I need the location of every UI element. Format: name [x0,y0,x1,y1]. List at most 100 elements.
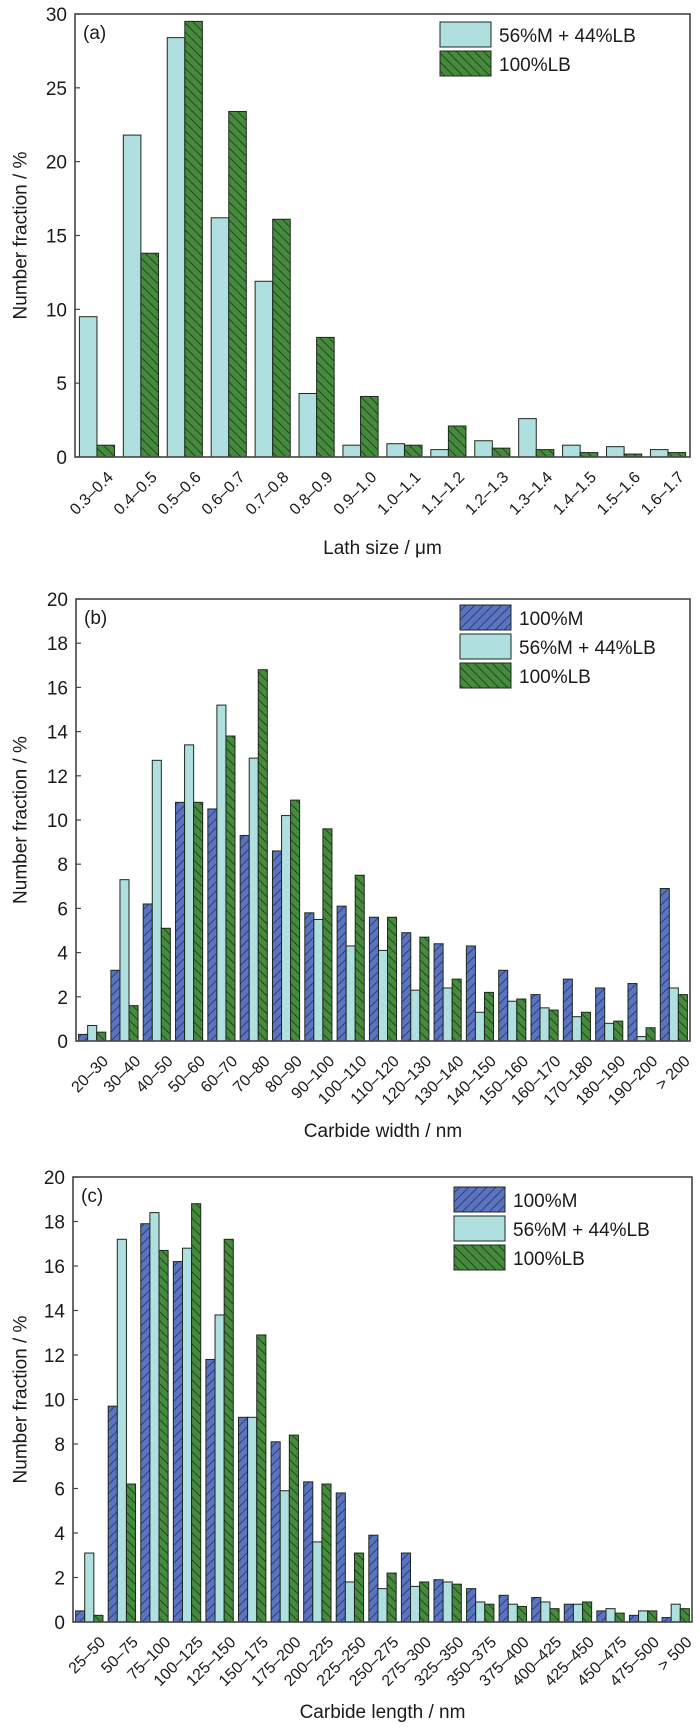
y-tick-label: 4 [57,944,68,965]
x-tick-label: 0.8–0.9 [287,469,337,519]
bar-100-m-15 [563,1603,574,1623]
bar-56-m-44-lb-6 [281,815,292,1042]
y-tick-label: 0 [57,1032,68,1053]
y-tick-label: 12 [47,767,68,788]
bar-100-lb-9 [386,1572,397,1623]
bar-100-lb-3 [228,110,247,458]
y-tick-label: 30 [46,5,67,26]
bar-56-m-44-lb-2 [151,759,162,1042]
legend-swatch-100-m [459,604,512,631]
bar-100-m-9 [368,1534,379,1623]
y-tick-label: 10 [47,811,68,832]
legend-label-100-lb: 100%LB [519,667,591,688]
bar-100-lb-16 [613,1020,624,1042]
y-axis-title: Number fraction / % [11,1315,32,1483]
bar-56-m-44-lb-2 [166,37,186,458]
bar-100-m-7 [304,912,315,1042]
y-tick-label: 5 [56,374,67,395]
y-axis-title: Number fraction / % [11,151,32,319]
bar-100-m-3 [172,1261,183,1623]
bar-100-m-1 [107,1405,118,1623]
panel-label: (b) [84,608,107,629]
bar-100-m-8 [336,905,347,1042]
bar-100-lb-13 [516,1605,528,1623]
bar-100-m-4 [207,808,218,1042]
x-tick-label: 1.1–1.2 [418,469,468,519]
y-tick-label: 0 [54,1613,65,1634]
x-tick-label: 1.3–1.4 [506,469,556,519]
bar-100-lb-12 [483,991,495,1042]
bar-56-m-44-lb-7 [312,1541,323,1623]
bar-56-m-44-lb-15 [572,1603,584,1623]
bar-100-m-9 [368,916,379,1042]
bar-56-m-44-lb-4 [216,704,227,1042]
bar-56-m-44-lb-17 [638,1610,649,1623]
bar-100-m-5 [239,834,250,1042]
bar-100-m-0 [75,1610,86,1623]
bar-100-lb-7 [403,444,423,458]
bar-100-lb-11 [451,1583,462,1623]
bar-100-m-11 [433,943,444,1042]
legend: 100%M 56%M + 44%LB 100%LB [453,1186,650,1271]
y-tick-label: 14 [44,1302,66,1323]
x-tick-label: 0.5–0.6 [155,469,205,519]
bar-56-m-44-lb-0 [87,1025,98,1042]
legend-label-56-m-44-lb: 56%M + 44%LB [513,1220,650,1241]
bar-100-m-12 [465,945,476,1042]
bar-100-m-13 [498,1594,509,1623]
bar-100-lb-2 [160,927,171,1042]
legend-label-100-m: 100%M [513,1191,577,1212]
bar-100-m-8 [335,1492,346,1623]
bar-100-lb-14 [549,1608,560,1623]
bar-56-m-44-lb-6 [342,444,362,458]
bar-56-m-44-lb-7 [386,443,405,458]
bar-100-m-17 [627,983,638,1042]
bar-56-m-44-lb-0 [84,1552,95,1623]
bar-100-lb-15 [582,1601,593,1623]
bar-56-m-44-lb-1 [116,1238,127,1623]
legend-swatch-100-lb [453,1244,506,1271]
bar-56-m-44-lb-14 [540,1601,551,1623]
bar-56-m-44-lb-13 [507,1603,518,1623]
bar-100-lb-0 [96,1031,107,1042]
bar-56-m-44-lb-3 [184,744,195,1042]
bar-56-m-44-lb-10 [410,1585,421,1623]
y-tick-label: 20 [47,590,68,611]
legend-swatch-56-m-44-lb [459,633,512,660]
bar-56-m-44-lb-3 [210,217,230,458]
bar-56-m-44-lb-10 [410,989,421,1042]
bar-100-lb-13 [516,998,527,1042]
bar-100-m-1 [110,969,121,1042]
bar-100-lb-4 [223,1238,234,1623]
y-tick-label: 6 [54,1480,65,1501]
bar-56-m-44-lb-13 [507,1000,518,1042]
bar-56-m-44-lb-1 [122,134,142,458]
x-tick-label: > 500 [655,1634,696,1675]
bar-100-lb-9 [491,447,511,458]
bar-100-lb-3 [191,1203,202,1623]
bar-56-m-44-lb-9 [474,440,493,458]
y-tick-label: 10 [44,1391,65,1412]
bar-56-m-44-lb-3 [181,1247,193,1623]
legend-swatch-56-m-44-lb [453,1215,506,1242]
legend-swatch-56-m-44-lb [439,21,492,48]
bar-100-m-16 [596,1610,607,1623]
bar-100-lb-9 [387,916,398,1042]
bar-56-m-44-lb-16 [604,1022,615,1042]
bar-100-m-6 [271,850,283,1042]
bar-100-lb-10 [419,936,430,1042]
legend: 100%M 56%M + 44%LB 100%LB [459,604,656,689]
bar-100-m-17 [628,1614,640,1623]
bar-56-m-44-lb-5 [298,393,318,458]
y-tick-label: 16 [47,678,68,699]
y-tick-label: 18 [47,634,68,655]
bar-56-m-44-lb-4 [214,1314,225,1623]
bar-100-lb-12 [484,1603,495,1623]
legend-label-56-m-44-lb: 56%M + 44%LB [499,26,636,47]
x-tick-label: 1.0–1.1 [375,469,425,519]
bar-56-m-44-lb-1 [119,879,130,1042]
bar-100-m-2 [140,1223,151,1623]
x-axis-title: Carbide length / nm [300,1702,466,1723]
y-tick-label: 15 [46,227,67,248]
